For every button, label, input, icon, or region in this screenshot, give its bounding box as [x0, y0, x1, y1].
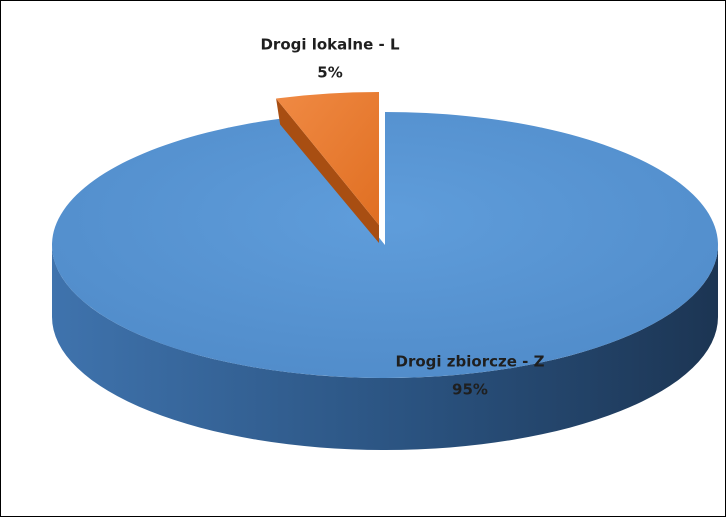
pie-side [52, 245, 718, 450]
slice-value-label: 5% [317, 64, 342, 82]
slice-label: Drogi lokalne - L [260, 36, 399, 54]
pie-slice [51, 112, 719, 379]
pie-cut-face [276, 98, 379, 243]
pie-slice [276, 92, 379, 225]
slice-label: Drogi zbiorcze - Z [396, 353, 545, 371]
slice-value-label: 95% [452, 381, 488, 399]
